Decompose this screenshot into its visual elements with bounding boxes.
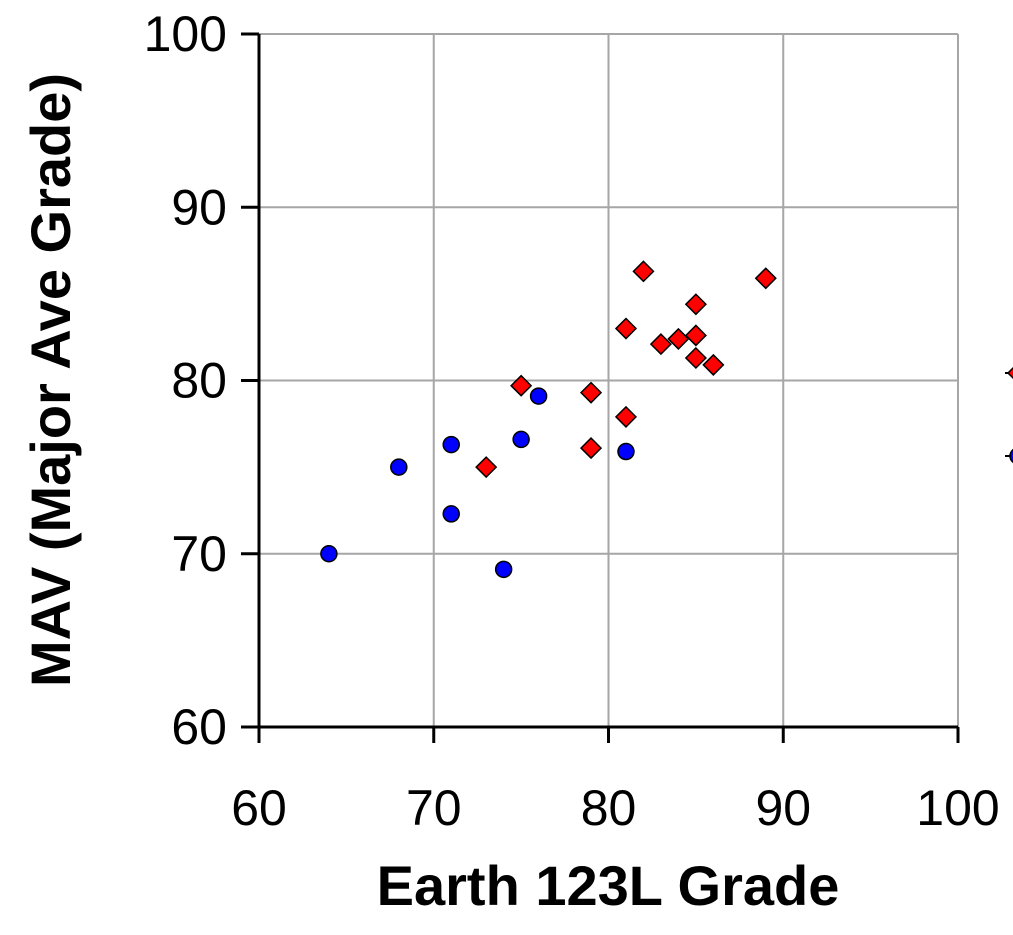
- x-tick-label: 80: [581, 780, 637, 836]
- diamond-point: [649, 333, 672, 356]
- y-tick-label: 100: [144, 6, 227, 62]
- y-tick-label: 80: [171, 353, 227, 409]
- diamond-point: [475, 456, 498, 479]
- diamond-point: [684, 293, 707, 316]
- legend: [1005, 366, 1013, 464]
- y-tick-label: 90: [171, 179, 227, 235]
- x-tick-label: 70: [406, 780, 462, 836]
- diamond-point: [632, 260, 655, 283]
- y-axis-title: MAV (Major Ave Grade): [19, 73, 82, 687]
- circle-point: [442, 505, 460, 523]
- circle-point: [494, 560, 513, 579]
- legend-circle-marker: [1009, 448, 1013, 464]
- diamond-point: [579, 437, 603, 460]
- x-axis-ticks: 60 70 80 90 100: [231, 727, 1000, 836]
- x-tick-label: 60: [231, 780, 287, 836]
- diamond-point: [614, 405, 638, 428]
- x-tick-label: 90: [755, 780, 811, 836]
- y-tick-label: 60: [171, 699, 227, 755]
- circle-point: [529, 387, 548, 405]
- circle-point: [442, 435, 460, 454]
- grid-lines: [259, 33, 959, 727]
- diamond-point: [579, 381, 603, 404]
- circle-point: [512, 430, 530, 449]
- diamond-point: [684, 346, 707, 370]
- diamond-point: [614, 317, 638, 340]
- circle-point: [617, 442, 635, 461]
- y-axis-ticks: 60 70 80 90 100: [144, 6, 259, 755]
- x-axis-title: Earth 123L Grade: [377, 854, 840, 917]
- diamond-point: [510, 374, 533, 397]
- legend-diamond-marker: [1006, 366, 1013, 380]
- y-tick-label: 70: [171, 526, 227, 582]
- data-points: [320, 260, 777, 579]
- circle-point: [320, 545, 338, 563]
- diamond-point: [684, 324, 707, 347]
- diamond-point: [667, 327, 690, 350]
- diamond-point: [754, 267, 777, 290]
- x-tick-label: 100: [916, 780, 999, 836]
- diamond-point: [702, 353, 725, 376]
- circle-point: [390, 458, 408, 476]
